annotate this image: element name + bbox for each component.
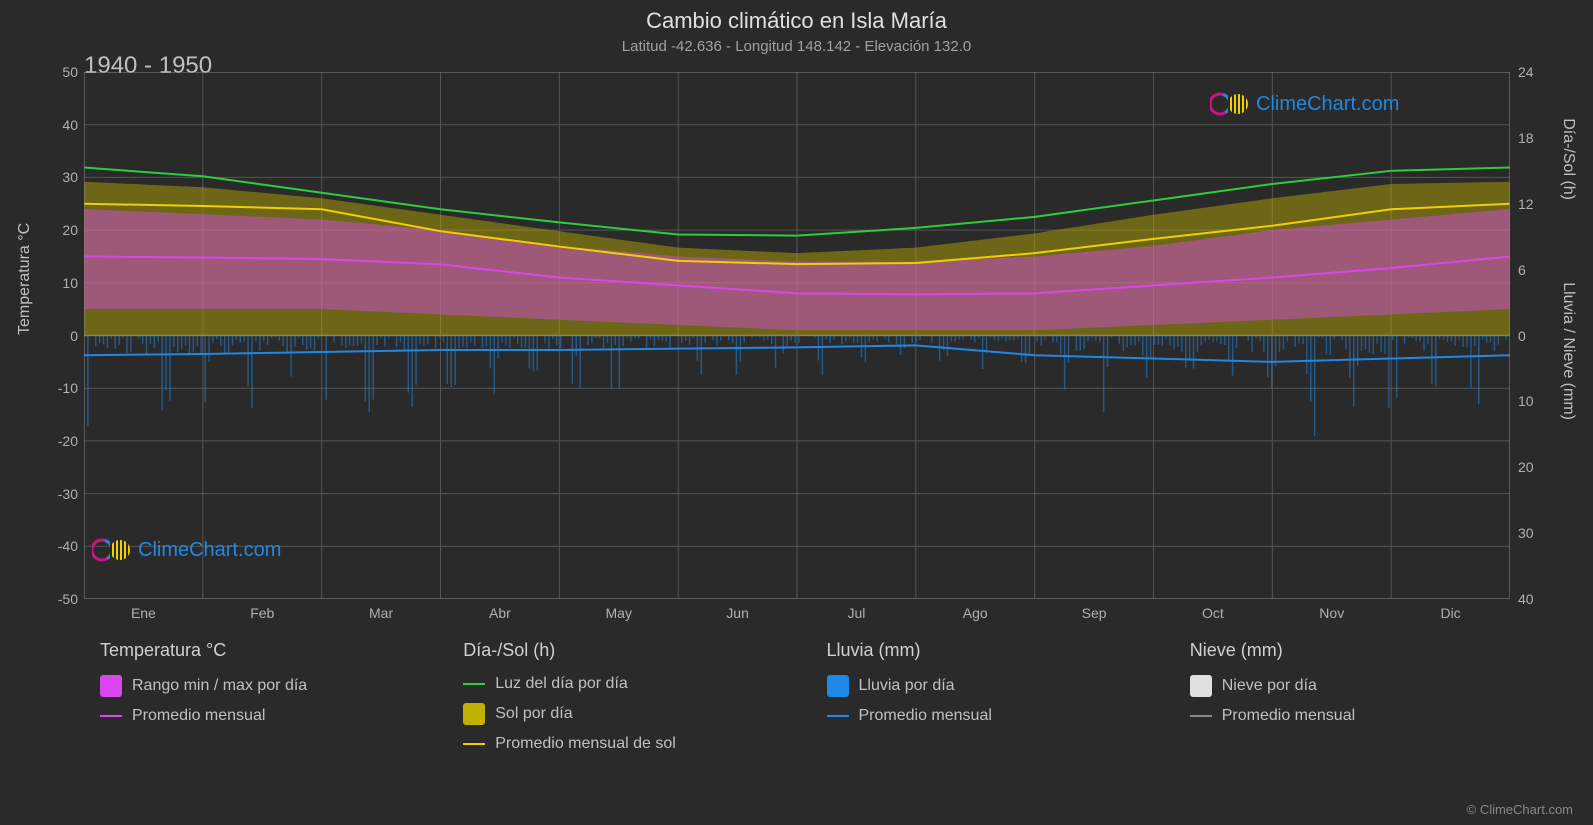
month-label: May xyxy=(589,605,649,621)
left-tick: 40 xyxy=(38,117,78,133)
legend-label: Sol por día xyxy=(495,705,572,723)
legend-column: Lluvia (mm) Lluvia por día Promedio mensua… xyxy=(827,640,1170,753)
left-tick: 10 xyxy=(38,275,78,291)
legend-swatch-icon xyxy=(100,675,122,697)
copyright: © ClimeChart.com xyxy=(1467,802,1573,817)
legend-header: Día-/Sol (h) xyxy=(463,640,806,661)
month-label: Nov xyxy=(1302,605,1362,621)
left-tick: -40 xyxy=(38,538,78,554)
month-label: Jul xyxy=(826,605,886,621)
chart-title: Cambio climático en Isla María xyxy=(0,8,1593,34)
legend-item: Promedio mensual xyxy=(100,707,443,725)
legend-item: Lluvia por día xyxy=(827,675,1170,697)
right-top-tick: 12 xyxy=(1518,196,1534,212)
right-bottom-tick: 20 xyxy=(1518,459,1534,475)
month-label: Mar xyxy=(351,605,411,621)
legend-label: Promedio mensual xyxy=(132,707,265,725)
legend: Temperatura °C Rango min / max por día Pro… xyxy=(100,640,1533,753)
month-label: Feb xyxy=(232,605,292,621)
legend-line-icon xyxy=(827,715,849,717)
left-axis-label: Temperatura °C xyxy=(16,223,34,335)
month-label: Abr xyxy=(470,605,530,621)
legend-column: Día-/Sol (h) Luz del día por día Sol por d… xyxy=(463,640,806,753)
plot-area xyxy=(84,72,1510,599)
legend-label: Rango min / max por día xyxy=(132,677,307,695)
right-top-tick: 24 xyxy=(1518,64,1534,80)
legend-item: Rango min / max por día xyxy=(100,675,443,697)
chart-container: Cambio climático en Isla María Latitud -… xyxy=(0,0,1593,825)
month-label: Jun xyxy=(708,605,768,621)
legend-item: Nieve por día xyxy=(1190,675,1533,697)
right-bottom-tick: 40 xyxy=(1518,591,1534,607)
left-tick: -10 xyxy=(38,380,78,396)
legend-item: Luz del día por día xyxy=(463,675,806,693)
right-axis-label-top: Día-/Sol (h) xyxy=(1559,118,1577,200)
right-bottom-tick: 30 xyxy=(1518,525,1534,541)
chart-svg xyxy=(84,72,1510,599)
left-tick: 50 xyxy=(38,64,78,80)
legend-header: Nieve (mm) xyxy=(1190,640,1533,661)
legend-item: Promedio mensual de sol xyxy=(463,735,806,753)
right-top-tick: 0 xyxy=(1518,328,1526,344)
legend-swatch-icon xyxy=(827,675,849,697)
month-label: Sep xyxy=(1064,605,1124,621)
legend-swatch-icon xyxy=(1190,675,1212,697)
legend-swatch-icon xyxy=(463,703,485,725)
legend-label: Promedio mensual xyxy=(1222,707,1355,725)
legend-column: Nieve (mm) Nieve por día Promedio mensual xyxy=(1190,640,1533,753)
right-top-tick: 6 xyxy=(1518,262,1526,278)
left-tick: 30 xyxy=(38,169,78,185)
legend-line-icon xyxy=(100,715,122,717)
right-bottom-tick: 10 xyxy=(1518,393,1534,409)
legend-label: Lluvia por día xyxy=(859,677,955,695)
right-top-tick: 18 xyxy=(1518,130,1534,146)
month-label: Ene xyxy=(113,605,173,621)
legend-column: Temperatura °C Rango min / max por día Pro… xyxy=(100,640,443,753)
legend-label: Promedio mensual xyxy=(859,707,992,725)
left-tick: -50 xyxy=(38,591,78,607)
chart-subtitle: Latitud -42.636 - Longitud 148.142 - Ele… xyxy=(0,38,1593,55)
legend-header: Temperatura °C xyxy=(100,640,443,661)
legend-line-icon xyxy=(463,683,485,685)
legend-line-icon xyxy=(463,743,485,745)
legend-item: Sol por día xyxy=(463,703,806,725)
left-tick: 20 xyxy=(38,222,78,238)
legend-item: Promedio mensual xyxy=(1190,707,1533,725)
legend-header: Lluvia (mm) xyxy=(827,640,1170,661)
month-label: Oct xyxy=(1183,605,1243,621)
right-axis-label-bottom: Lluvia / Nieve (mm) xyxy=(1559,282,1577,420)
month-label: Dic xyxy=(1421,605,1481,621)
legend-label: Promedio mensual de sol xyxy=(495,735,676,753)
legend-label: Luz del día por día xyxy=(495,675,628,693)
legend-line-icon xyxy=(1190,715,1212,717)
left-tick: 0 xyxy=(38,328,78,344)
legend-item: Promedio mensual xyxy=(827,707,1170,725)
legend-label: Nieve por día xyxy=(1222,677,1317,695)
left-tick: -20 xyxy=(38,433,78,449)
month-label: Ago xyxy=(945,605,1005,621)
left-tick: -30 xyxy=(38,486,78,502)
